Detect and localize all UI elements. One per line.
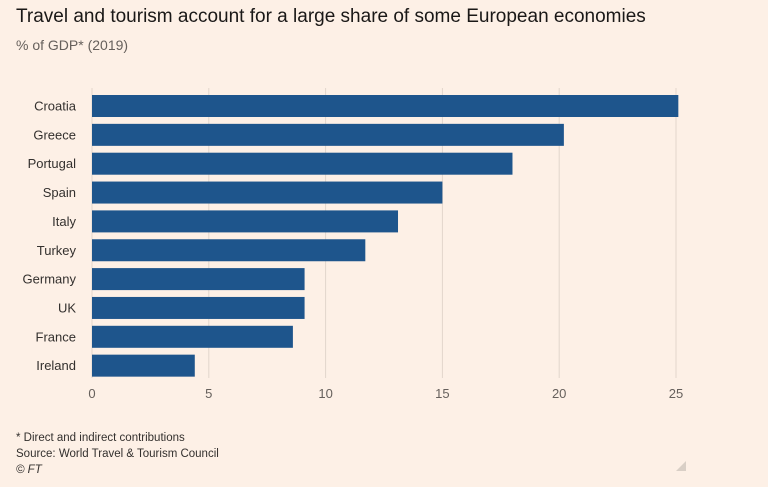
resize-icon [676, 461, 686, 471]
category-labels: Croatia Greece Portugal Spain Italy Turkey Ger… [23, 99, 77, 374]
x-tick-label: 25 [669, 386, 683, 401]
category-label: Ireland [36, 358, 76, 373]
x-tick-label: 5 [205, 386, 212, 401]
x-tick-label: 0 [88, 386, 95, 401]
category-label: Croatia [34, 99, 77, 114]
x-tick-label: 10 [318, 386, 332, 401]
bar [92, 239, 366, 262]
category-label: France [36, 329, 76, 344]
bar [92, 354, 195, 377]
bar [92, 296, 305, 319]
category-label: Portugal [28, 156, 77, 171]
category-label: Spain [43, 185, 76, 200]
bar [92, 325, 293, 348]
bar [92, 210, 399, 233]
x-tick-label: 15 [435, 386, 449, 401]
chart-title: Travel and tourism account for a large s… [16, 6, 646, 27]
bar [92, 123, 564, 146]
category-label: Germany [23, 272, 77, 287]
x-tick-labels: 0 5 10 15 20 25 [88, 386, 683, 401]
x-tick-label: 20 [552, 386, 566, 401]
bar [92, 152, 513, 175]
chart-subtitle: % of GDP* (2019) [16, 37, 129, 53]
category-label: UK [58, 300, 76, 315]
footnote: * Direct and indirect contributions [16, 432, 185, 444]
category-label: Greece [33, 127, 76, 142]
source-note: Source: World Travel & Tourism Council [16, 448, 219, 460]
bar [92, 181, 443, 204]
bar [92, 268, 305, 291]
category-label: Italy [52, 214, 76, 229]
ft-credit: © FT [16, 464, 42, 476]
bar [92, 95, 679, 117]
category-label: Turkey [37, 243, 77, 258]
bars [92, 95, 679, 377]
